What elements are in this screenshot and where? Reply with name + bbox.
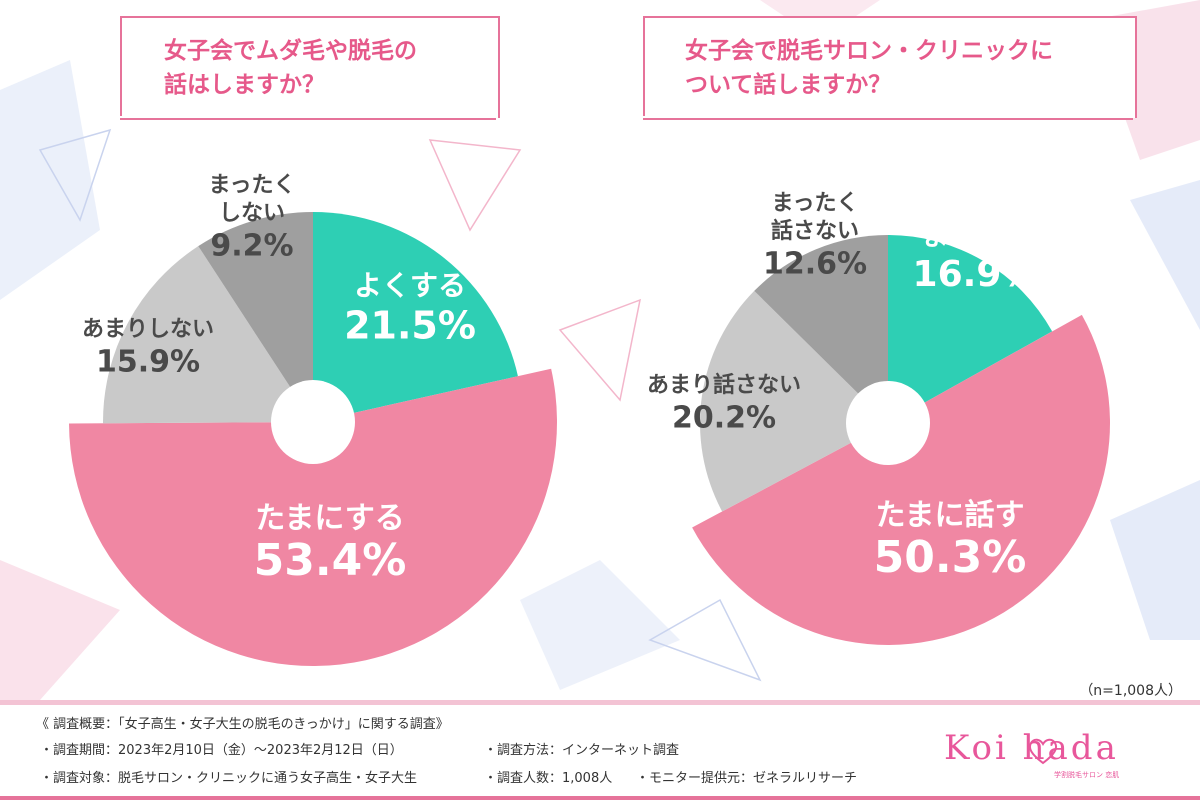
chart2-slice-4-label-line-2: 話さない xyxy=(771,218,859,244)
survey-heading: 《 調査概要：「女子高生・女子大生の脱毛のきっかけ」に関する調査》 xyxy=(36,717,449,732)
chart2-title: 女子会で脱毛サロン・クリニックに ついて話しますか？ xyxy=(685,34,1053,102)
chart2-slice-4-label-line-1: まったく xyxy=(771,191,858,216)
chart2-title-line2: ついて話しますか？ xyxy=(685,72,892,98)
chart2-title-line1: 女子会で脱毛サロン・クリニックに xyxy=(685,38,1053,64)
chart1-title-box: 女子会でムダ毛や脱毛の 話はしますか？ xyxy=(120,16,500,120)
chart2-slice-4-value: 12.6% xyxy=(763,247,867,282)
chart1-slice-2 xyxy=(69,368,557,666)
chart2-slice-2-label-line-1: たまに話す xyxy=(875,498,1024,533)
survey-monitor: ・モニター提供元：ゼネラルリサーチ xyxy=(636,771,858,786)
heart-icon xyxy=(1028,738,1058,765)
chart1-slice-3 xyxy=(103,246,313,424)
chart1-title-line1: 女子会でムダ毛や脱毛の xyxy=(164,38,417,64)
chart1-slice-1-value: 21.5% xyxy=(344,304,476,348)
chart2-slice-2-value: 50.3% xyxy=(874,532,1027,583)
chart2-title-box: 女子会で脱毛サロン・クリニックに ついて話しますか？ xyxy=(643,16,1137,120)
chart2-slice-3-value: 20.2% xyxy=(672,401,776,436)
chart1-slice-1-label-line-1: よくする xyxy=(354,269,466,302)
chart1-slice-4 xyxy=(198,212,313,422)
chart1-title-line2: 話はしますか？ xyxy=(164,72,325,98)
chart2-slice-1 xyxy=(888,235,1053,423)
chart1-slice-4-value: 9.2% xyxy=(210,229,293,264)
chart1-slice-1 xyxy=(313,212,518,422)
chart1-slice-4-label-line-1: まったく xyxy=(208,173,295,198)
survey-method: ・調査方法：インターネット調査 xyxy=(484,743,680,758)
chart2-center-hole xyxy=(846,381,930,465)
logo-subtitle: 学割脱毛サロン 恋肌 xyxy=(1054,771,1120,779)
chart1-slice-3-value: 15.9% xyxy=(96,345,200,380)
chart2-slice-2 xyxy=(692,314,1111,646)
koihada-logo: Koi hada 学割脱毛サロン 恋肌 xyxy=(944,728,1164,784)
survey-period: ・調査期間：2023年2月10日（金）～2023年2月12日（日） xyxy=(40,743,403,758)
chart1-center-hole xyxy=(271,380,355,464)
sample-size-note: （n=1,008人） xyxy=(1079,683,1182,699)
chart1-slice-3-label-line-1: あまりしない xyxy=(82,317,214,342)
chart1-title: 女子会でムダ毛や脱毛の 話はしますか？ xyxy=(164,34,417,102)
survey-people: ・調査人数：1,008人 xyxy=(484,771,613,786)
chart2-slice-3 xyxy=(700,290,888,512)
survey-target: ・調査対象：脱毛サロン・クリニックに通う女子高生・女子大生 xyxy=(40,771,418,786)
chart1-slice-2-value: 53.4% xyxy=(254,535,407,586)
chart2-slice-4 xyxy=(754,235,888,423)
survey-summary: 《 調査概要：「女子高生・女子大生の脱毛のきっかけ」に関する調査》 ・調査期間：… xyxy=(0,705,1200,800)
chart1-slice-4-label-line-2: しない xyxy=(219,201,285,226)
chart2-slice-3-label-line-1: あまり話さない xyxy=(647,372,801,398)
chart1-slice-2-label-line-1: たまにする xyxy=(255,501,404,536)
chart2-slice-1-value: 16.9% xyxy=(913,254,1038,295)
bottom-stripe xyxy=(0,796,1200,800)
chart2-slice-1-label-line-1: よく話す xyxy=(923,221,1027,252)
